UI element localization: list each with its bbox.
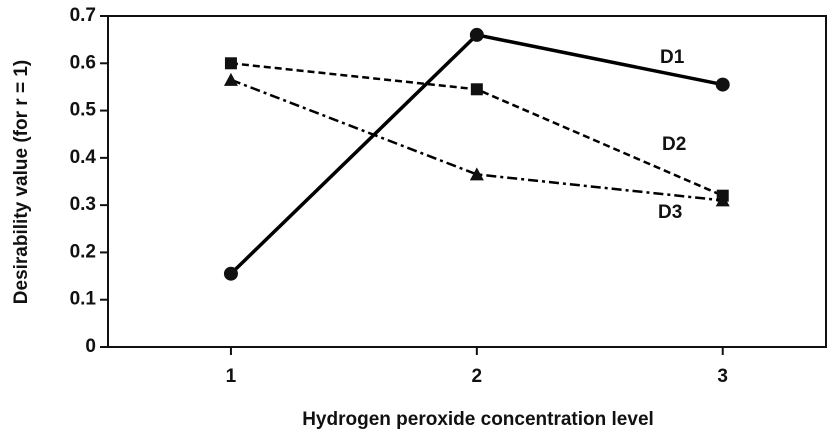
series-line	[229, 33, 724, 275]
marker	[715, 77, 730, 92]
y-tick-label: 0.1	[70, 289, 97, 310]
marker	[469, 167, 484, 181]
marker	[470, 83, 483, 96]
y-tick-label: 0.7	[70, 5, 96, 26]
y-tick-label: 0.5	[70, 100, 97, 121]
series-label: D2	[662, 134, 686, 155]
series-label: D1	[660, 47, 685, 68]
y-tick-label: 0.6	[70, 52, 96, 73]
y-tick-label: 0.4	[70, 147, 97, 168]
y-tick-label: 0	[85, 336, 96, 357]
y-tick-label: 0.3	[70, 194, 96, 215]
x-axis-label: Hydrogen peroxide concentration level	[302, 409, 654, 430]
plot-frame	[107, 15, 827, 348]
y-axis-label: Desirability value (for r = 1)	[11, 60, 32, 304]
marker	[223, 72, 238, 86]
x-tick-label: 1	[226, 366, 237, 387]
y-tick-label: 0.2	[70, 241, 96, 262]
marker	[223, 266, 238, 281]
x-tick-label: 2	[472, 366, 483, 387]
series-line	[230, 78, 723, 202]
marker	[715, 193, 730, 207]
marker	[224, 57, 237, 70]
x-tick-label: 3	[717, 366, 728, 387]
marker	[469, 27, 484, 42]
series-label: D3	[658, 202, 682, 223]
